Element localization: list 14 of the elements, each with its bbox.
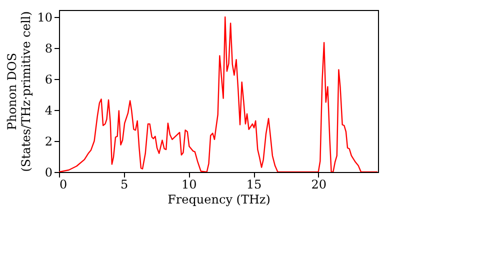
line-series xyxy=(59,16,378,172)
x-tick-label: 5 xyxy=(120,178,128,192)
y-tick-label: 0 xyxy=(44,166,52,180)
x-tick-label: 15 xyxy=(246,178,262,192)
y-tick-label: 4 xyxy=(44,103,53,118)
x-tick-label: 10 xyxy=(182,178,197,192)
x-axis-title: Frequency (THz) xyxy=(168,192,270,206)
x-tick-label: 20 xyxy=(311,178,326,192)
y-tick-label: 8 xyxy=(44,41,52,56)
x-tick-label: 0 xyxy=(60,178,68,192)
y-axis-title: Phonon DOS (States/THz·primitive cell) xyxy=(5,11,34,172)
y-tick-label: 2 xyxy=(44,134,52,148)
y-tick-label: 10 xyxy=(37,10,52,24)
y-tick-label: 6 xyxy=(44,72,52,86)
